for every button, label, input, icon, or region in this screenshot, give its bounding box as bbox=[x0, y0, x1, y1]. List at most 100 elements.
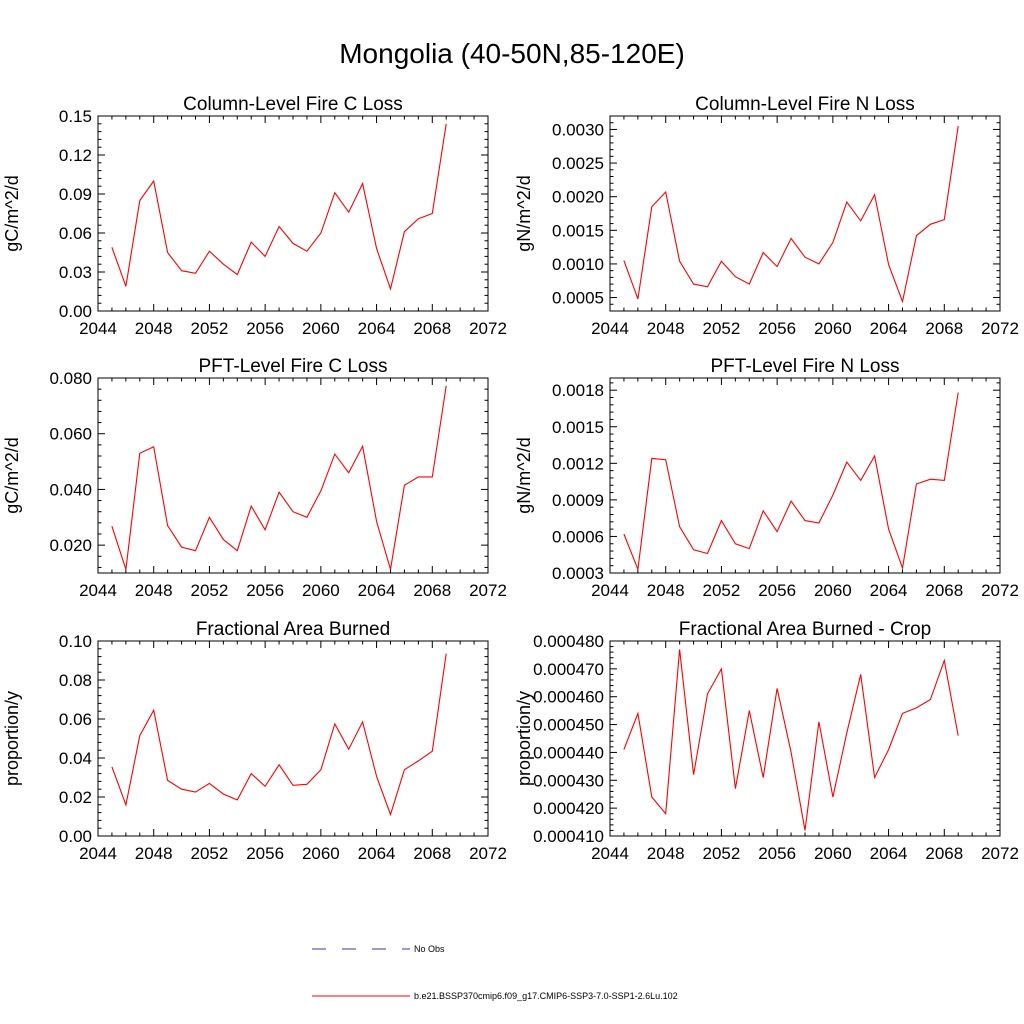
y-tick-label: 0.0025 bbox=[552, 154, 604, 173]
x-tick-label: 2060 bbox=[814, 844, 852, 863]
x-tick-label: 2056 bbox=[758, 319, 796, 338]
x-tick-label: 2060 bbox=[302, 581, 340, 600]
y-axis-label: proportion/y bbox=[2, 691, 22, 786]
y-tick-label: 0.080 bbox=[49, 369, 92, 388]
y-tick-label: 0.12 bbox=[59, 146, 92, 165]
x-tick-label: 2056 bbox=[246, 844, 284, 863]
y-tick-label: 0.0006 bbox=[552, 527, 604, 546]
y-tick-label: 0.09 bbox=[59, 185, 92, 204]
x-tick-label: 2048 bbox=[135, 844, 173, 863]
series-line bbox=[623, 392, 959, 571]
panel-title: PFT-Level Fire N Loss bbox=[711, 356, 900, 377]
x-tick-label: 2056 bbox=[758, 581, 796, 600]
x-tick-label: 2052 bbox=[703, 319, 741, 338]
plot-frame bbox=[97, 640, 489, 837]
y-axis-label: gN/m^2/d bbox=[514, 437, 534, 513]
x-tick-label: 2068 bbox=[925, 319, 963, 338]
y-tick-label: 0.00 bbox=[59, 302, 92, 321]
x-tick-label: 2072 bbox=[981, 844, 1019, 863]
x-tick-label: 2048 bbox=[135, 581, 173, 600]
legend-label-model: b.e21.BSSP370cmip6.f09_g17.CMIP6-SSP3-7.… bbox=[414, 991, 678, 1001]
y-tick-label: 0.04 bbox=[59, 749, 92, 768]
x-tick-label: 2052 bbox=[703, 844, 741, 863]
panel-title: PFT-Level Fire C Loss bbox=[199, 356, 388, 377]
chart-panel-6: Fractional Area Burned - Crop proportion/… bbox=[514, 619, 1019, 863]
x-tick-label: 2044 bbox=[79, 581, 117, 600]
y-tick-label: 0.08 bbox=[59, 671, 92, 690]
y-tick-label: 0.03 bbox=[59, 263, 92, 282]
x-tick-label: 2052 bbox=[191, 581, 229, 600]
figure-title: Mongolia (40-50N,85-120E) bbox=[339, 38, 685, 69]
y-tick-label: 0.000450 bbox=[533, 716, 604, 735]
plot-frame bbox=[97, 115, 489, 312]
panel-title: Column-Level Fire C Loss bbox=[183, 94, 403, 115]
x-tick-label: 2056 bbox=[246, 319, 284, 338]
legend: No Obs b.e21.BSSP370cmip6.f09_g17.CMIP6-S… bbox=[312, 944, 678, 1001]
chart-panel-5: Fractional Area Burned proportion/y 2044 20… bbox=[2, 619, 507, 863]
chart-panel-1: Column-Level Fire C Loss gC/m^2/d 2044 2048… bbox=[2, 94, 507, 338]
y-tick-label: 0.060 bbox=[49, 425, 92, 444]
y-axis-label: gC/m^2/d bbox=[2, 437, 22, 513]
x-tick-label: 2064 bbox=[870, 844, 908, 863]
x-tick-label: 2056 bbox=[246, 581, 284, 600]
y-axis-label: proportion/y bbox=[514, 691, 534, 786]
x-tick-label: 2048 bbox=[647, 844, 685, 863]
y-tick-label: 0.0003 bbox=[552, 564, 604, 583]
x-tick-label: 2072 bbox=[469, 581, 507, 600]
x-tick-label: 2052 bbox=[191, 319, 229, 338]
x-tick-label: 2044 bbox=[591, 844, 629, 863]
y-tick-label: 0.15 bbox=[59, 107, 92, 126]
x-tick-label: 2060 bbox=[302, 844, 340, 863]
y-axis-label: gC/m^2/d bbox=[2, 175, 22, 251]
series-line bbox=[111, 123, 447, 291]
x-tick-label: 2064 bbox=[870, 319, 908, 338]
y-tick-label: 0.0015 bbox=[552, 221, 604, 240]
y-tick-label: 0.10 bbox=[59, 632, 92, 651]
x-tick-label: 2060 bbox=[814, 581, 852, 600]
y-tick-label: 0.0009 bbox=[552, 491, 604, 510]
x-tick-label: 2068 bbox=[413, 319, 451, 338]
y-tick-label: 0.02 bbox=[59, 788, 92, 807]
x-tick-label: 2056 bbox=[758, 844, 796, 863]
x-tick-label: 2060 bbox=[302, 319, 340, 338]
x-tick-label: 2064 bbox=[358, 319, 396, 338]
y-tick-label: 0.0010 bbox=[552, 255, 604, 274]
series-line bbox=[111, 653, 447, 817]
x-tick-label: 2068 bbox=[925, 844, 963, 863]
series-line bbox=[623, 649, 959, 831]
x-tick-label: 2068 bbox=[925, 581, 963, 600]
y-tick-label: 0.000420 bbox=[533, 799, 604, 818]
x-tick-label: 2064 bbox=[358, 844, 396, 863]
y-tick-label: 0.06 bbox=[59, 224, 92, 243]
chart-panel-3: PFT-Level Fire C Loss gC/m^2/d 2044 2048 205… bbox=[2, 356, 507, 600]
x-tick-label: 2072 bbox=[469, 844, 507, 863]
chart-panel-2: Column-Level Fire N Loss gN/m^2/d 2044 2048… bbox=[514, 94, 1019, 338]
x-tick-label: 2060 bbox=[814, 319, 852, 338]
x-tick-label: 2044 bbox=[591, 581, 629, 600]
y-axis-label: gN/m^2/d bbox=[514, 175, 534, 251]
y-tick-label: 0.040 bbox=[49, 480, 92, 499]
x-tick-label: 2044 bbox=[591, 319, 629, 338]
x-tick-label: 2072 bbox=[981, 581, 1019, 600]
x-tick-label: 2068 bbox=[413, 844, 451, 863]
y-tick-label: 0.0005 bbox=[552, 289, 604, 308]
y-tick-label: 0.020 bbox=[49, 536, 92, 555]
x-tick-label: 2044 bbox=[79, 844, 117, 863]
plot-frame bbox=[97, 377, 489, 574]
x-tick-label: 2048 bbox=[647, 581, 685, 600]
x-tick-label: 2052 bbox=[191, 844, 229, 863]
y-tick-label: 0.0012 bbox=[552, 454, 604, 473]
plot-frame bbox=[609, 640, 1001, 837]
y-tick-label: 0.000460 bbox=[533, 688, 604, 707]
y-tick-label: 0.000410 bbox=[533, 827, 604, 846]
panel-title: Fractional Area Burned bbox=[196, 619, 390, 640]
x-tick-label: 2064 bbox=[358, 581, 396, 600]
x-tick-label: 2048 bbox=[647, 319, 685, 338]
x-tick-label: 2048 bbox=[135, 319, 173, 338]
y-tick-label: 0.0018 bbox=[552, 381, 604, 400]
x-tick-label: 2064 bbox=[870, 581, 908, 600]
panel-title: Column-Level Fire N Loss bbox=[695, 94, 915, 115]
x-tick-label: 2044 bbox=[79, 319, 117, 338]
y-tick-label: 0.000470 bbox=[533, 660, 604, 679]
legend-label-no-obs: No Obs bbox=[414, 944, 445, 954]
